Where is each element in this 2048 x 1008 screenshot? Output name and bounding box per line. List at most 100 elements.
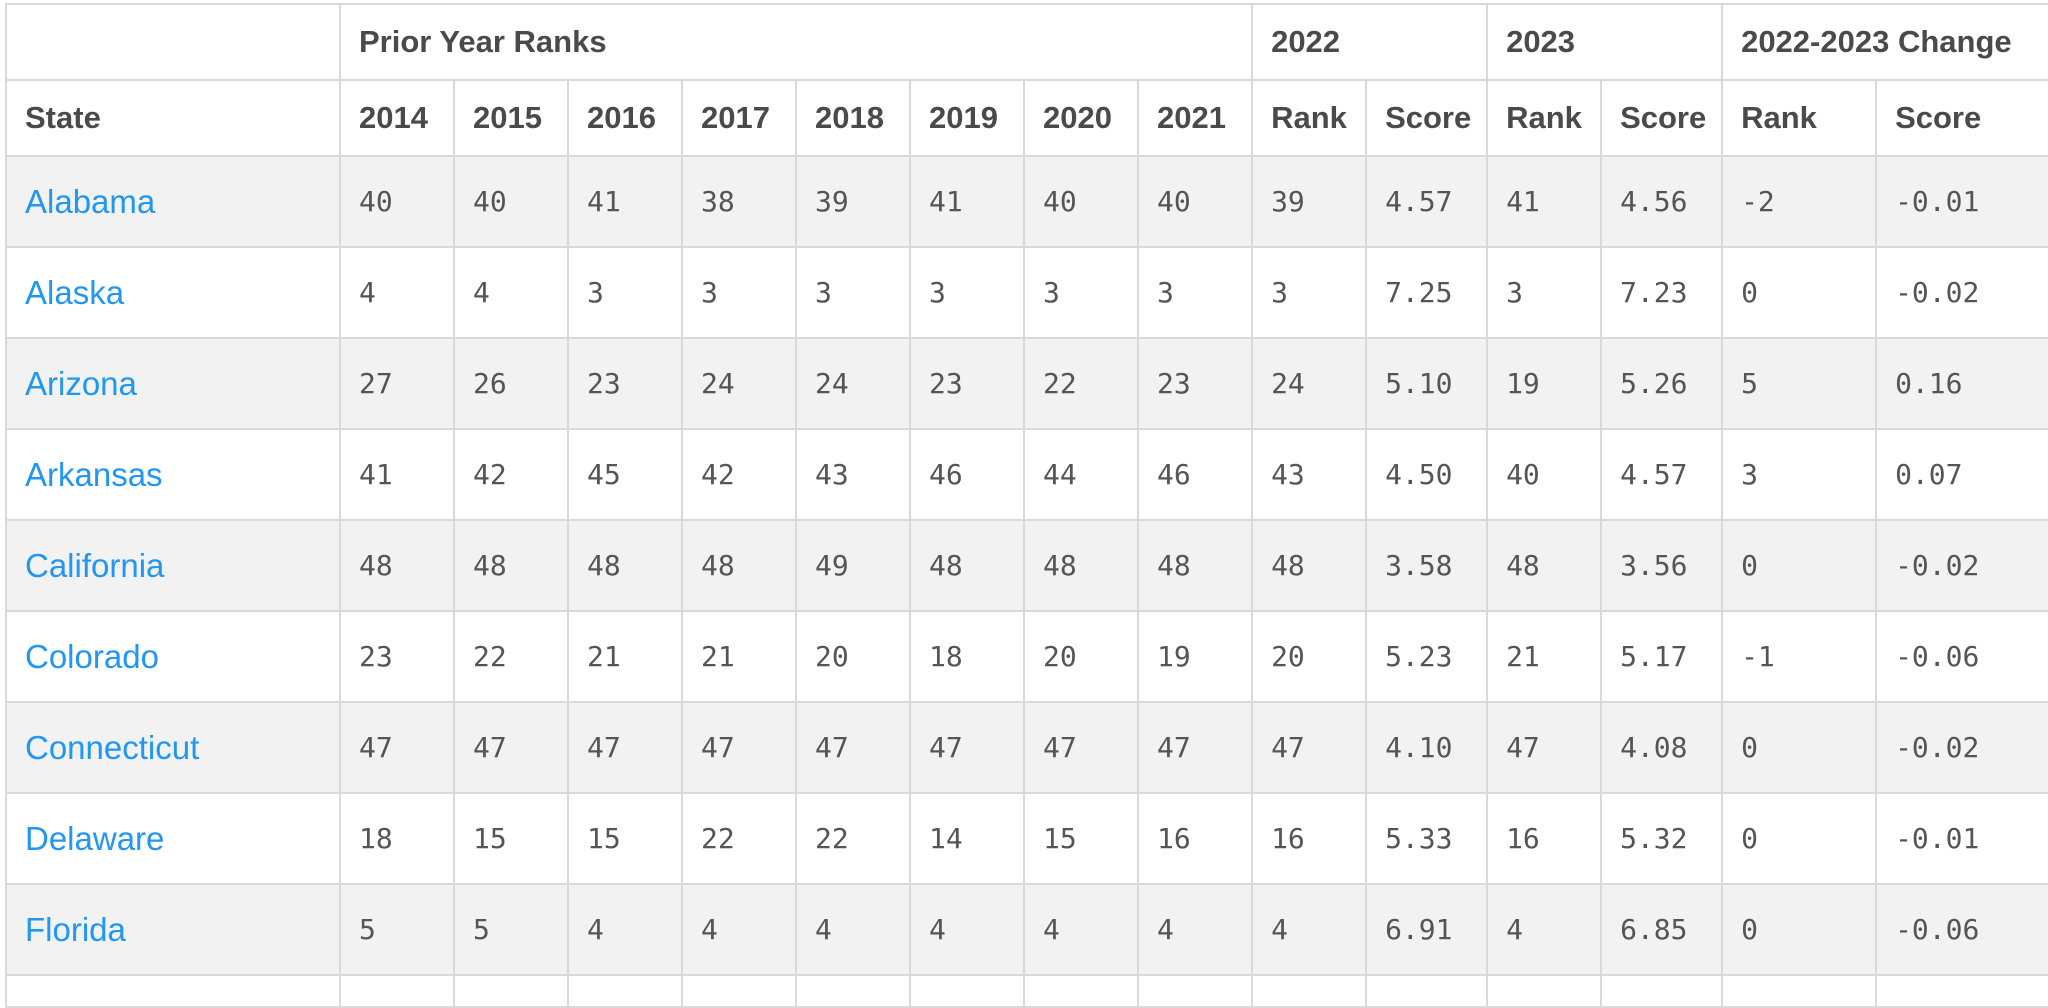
value-cell: 40 [1136, 155, 1254, 248]
value-cell: -0.02 [1875, 246, 2048, 339]
column-header-rank-2023: Rank [1486, 79, 1603, 157]
state-group-header-cell [5, 3, 341, 81]
value-cell: 22 [1023, 337, 1139, 430]
state-link[interactable]: Alaska [25, 273, 125, 311]
value-cell: 40 [1023, 155, 1139, 248]
state-link[interactable]: Alabama [25, 182, 156, 220]
table-row: Arizona 27 26 23 24 24 23 22 23 24 5.10 19 5.26 5 0.16 [5, 337, 2048, 430]
state-cell: Colorado [5, 610, 341, 703]
value-cell [453, 974, 569, 1008]
value-cell: 40 [1486, 428, 1603, 521]
value-cell: 3 [795, 246, 911, 339]
value-cell: 48 [1136, 519, 1254, 612]
value-cell: 41 [339, 428, 455, 521]
value-cell: 3 [681, 246, 797, 339]
value-cell: 48 [1023, 519, 1139, 612]
value-cell: 20 [1251, 610, 1368, 703]
state-cell: Alabama [5, 155, 341, 248]
table-row: Alabama 40 40 41 38 39 41 40 40 39 4.57 41 4.56 -2 -0.… [5, 155, 2048, 248]
state-link[interactable]: Arkansas [25, 455, 163, 493]
value-cell: 18 [339, 792, 455, 885]
value-cell: 48 [681, 519, 797, 612]
value-cell: 48 [567, 519, 683, 612]
value-cell: -1 [1721, 610, 1878, 703]
value-cell: 4 [1251, 883, 1368, 976]
table-row: Arkansas 41 42 45 42 43 46 44 46 43 4.50 40 4.57 3 0.0… [5, 428, 2048, 521]
state-link[interactable]: California [25, 546, 165, 584]
value-cell: 27 [339, 337, 455, 430]
value-cell: 22 [453, 610, 569, 703]
value-cell: 5.17 [1600, 610, 1724, 703]
value-cell: 4.08 [1600, 701, 1724, 794]
value-cell: 15 [453, 792, 569, 885]
value-cell: 16 [1486, 792, 1603, 885]
value-cell: 3.58 [1365, 519, 1489, 612]
state-link[interactable]: Colorado [25, 637, 159, 675]
value-cell: 5.33 [1365, 792, 1489, 885]
value-cell: 48 [909, 519, 1025, 612]
value-cell: 5 [1721, 337, 1878, 430]
value-cell: 4 [1023, 883, 1139, 976]
value-cell [1721, 974, 1878, 1008]
state-cell: Arizona [5, 337, 341, 430]
column-header-2019: 2019 [909, 79, 1025, 157]
value-cell: 0 [1721, 701, 1878, 794]
value-cell: 4 [453, 246, 569, 339]
state-cell: Arkansas [5, 428, 341, 521]
value-cell: 47 [453, 701, 569, 794]
value-cell: 3 [1486, 246, 1603, 339]
value-cell: 4 [1136, 883, 1254, 976]
column-header-rank-2022: Rank [1251, 79, 1368, 157]
value-cell: 48 [1251, 519, 1368, 612]
column-header-2014: 2014 [339, 79, 455, 157]
column-header-2015: 2015 [453, 79, 569, 157]
value-cell: 39 [795, 155, 911, 248]
value-cell: 4.56 [1600, 155, 1724, 248]
state-link[interactable]: Delaware [25, 819, 165, 857]
value-cell: 4 [795, 883, 911, 976]
value-cell: 23 [567, 337, 683, 430]
value-cell: 47 [339, 701, 455, 794]
column-header-2018: 2018 [795, 79, 911, 157]
value-cell: 4 [1486, 883, 1603, 976]
value-cell: 5.26 [1600, 337, 1724, 430]
value-cell: -0.01 [1875, 792, 2048, 885]
value-cell: 47 [567, 701, 683, 794]
column-header-2021: 2021 [1136, 79, 1254, 157]
value-cell: 5.32 [1600, 792, 1724, 885]
value-cell: 45 [567, 428, 683, 521]
state-link[interactable]: Arizona [25, 364, 137, 402]
value-cell [1023, 974, 1139, 1008]
value-cell: 15 [567, 792, 683, 885]
value-cell: 22 [795, 792, 911, 885]
value-cell: 47 [681, 701, 797, 794]
value-cell: 23 [909, 337, 1025, 430]
value-cell: 16 [1136, 792, 1254, 885]
value-cell: 48 [453, 519, 569, 612]
value-cell [339, 974, 455, 1008]
table-row [5, 974, 2048, 1008]
state-link[interactable]: Connecticut [25, 728, 200, 766]
value-cell: 4 [681, 883, 797, 976]
state-cell: Delaware [5, 792, 341, 885]
year-2023-header: 2023 [1486, 3, 1724, 81]
value-cell [567, 974, 683, 1008]
column-header-score-2023: Score [1600, 79, 1724, 157]
value-cell: 39 [1251, 155, 1368, 248]
value-cell: 4.10 [1365, 701, 1489, 794]
value-cell: 3 [909, 246, 1025, 339]
value-cell: 5.23 [1365, 610, 1489, 703]
state-link[interactable]: Florida [25, 910, 126, 948]
value-cell [795, 974, 911, 1008]
value-cell: 40 [339, 155, 455, 248]
column-header-rank-change: Rank [1721, 79, 1878, 157]
value-cell: 47 [1251, 701, 1368, 794]
value-cell: 3 [1136, 246, 1254, 339]
value-cell: 7.25 [1365, 246, 1489, 339]
value-cell: 4 [909, 883, 1025, 976]
value-cell: 0 [1721, 246, 1878, 339]
value-cell: 41 [909, 155, 1025, 248]
value-cell: 21 [681, 610, 797, 703]
value-cell: 19 [1486, 337, 1603, 430]
rankings-table-container: Prior Year Ranks 2022 2023 2022-2023 Cha… [5, 3, 2048, 1008]
